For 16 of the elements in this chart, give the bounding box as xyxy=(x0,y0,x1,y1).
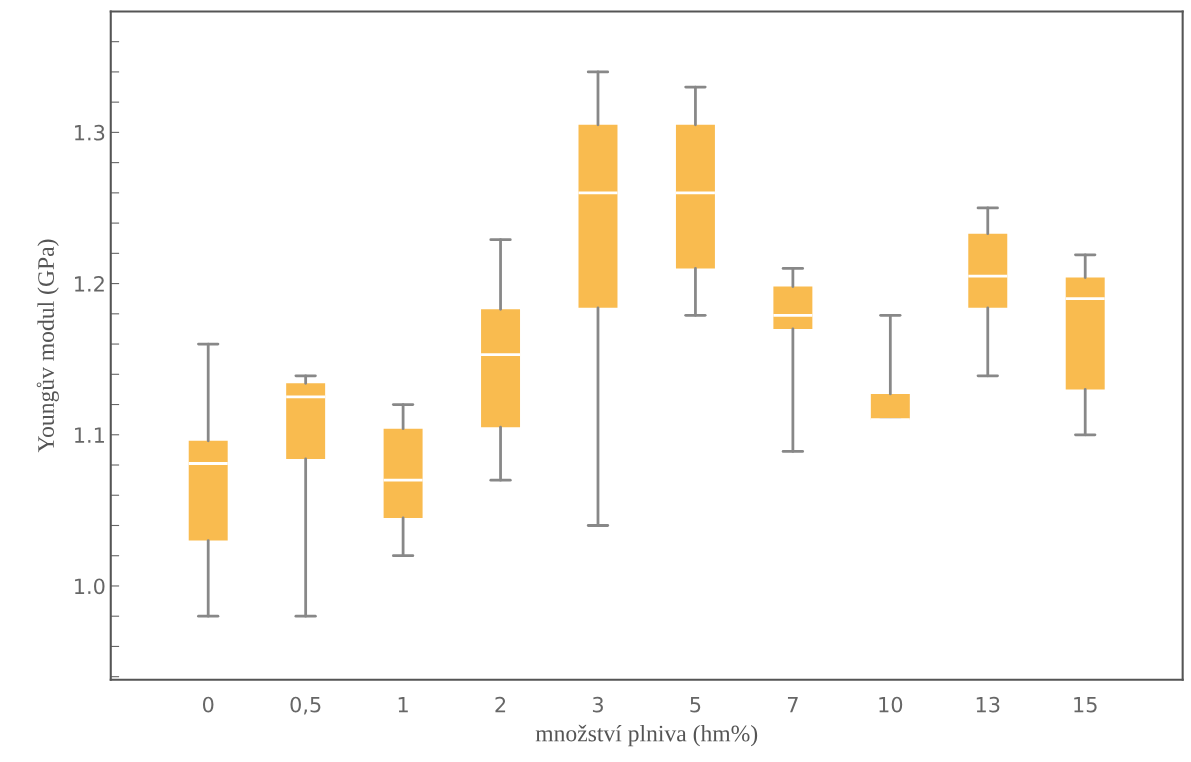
x-tick-label: 1 xyxy=(398,697,408,713)
y-tick-label: 1.1 xyxy=(75,427,104,443)
x-tick-label: 2 xyxy=(495,696,506,713)
x-tick-label: 3 xyxy=(592,696,603,713)
x-tick-label: 10 xyxy=(879,696,903,713)
x-tick-label: 13 xyxy=(976,696,1000,713)
x-tick-label: 7 xyxy=(787,697,798,713)
x-tick-label: 5 xyxy=(690,697,701,713)
y-tick-label: 1.2 xyxy=(75,276,104,292)
x-tick-label: 0 xyxy=(202,696,214,713)
y-tick-label: 1.0 xyxy=(75,578,105,595)
x-axis-title: množství plniva (hm%) xyxy=(535,724,758,747)
x-tick-label: 0,5 xyxy=(290,696,321,715)
x-tick-label: 15 xyxy=(1074,697,1097,713)
y-axis-title: Youngův modul (GPa) xyxy=(36,239,59,453)
y-tick-label: 1.3 xyxy=(75,124,105,141)
